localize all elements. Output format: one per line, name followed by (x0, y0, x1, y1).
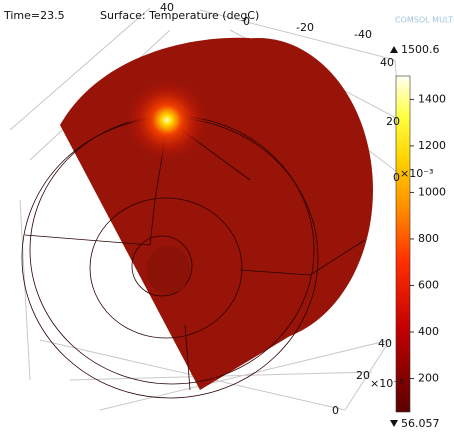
axis-tick-label: 0 (332, 404, 339, 417)
max-marker (390, 46, 398, 53)
axis-tick-label: -40 (354, 28, 372, 41)
time-label: Time=23.5 (3, 9, 65, 22)
color-tick-label: 600 (418, 278, 439, 291)
axis-tick-label: 20 (386, 115, 400, 128)
axis-tick-label: 20 (356, 369, 370, 382)
logo: COMSOL MULTIPHYSICS (395, 16, 454, 25)
axis-tick-label: 40 (378, 337, 392, 350)
axis-tick-label: 40 (160, 1, 174, 14)
expression-label: Surface: Temperature (degC) (100, 9, 259, 22)
hot-spot (125, 78, 209, 162)
cylinder (22, 38, 373, 398)
color-tick-label: 1400 (418, 92, 446, 105)
color-min: 56.057 (401, 417, 440, 430)
color-tick-label: 1200 (418, 139, 446, 152)
axis-tick-label: ×10⁻³ (400, 167, 433, 180)
axis-tick-label: ×10⁻³ (370, 377, 403, 390)
hole-inner (146, 246, 190, 294)
color-tick-label: 200 (418, 372, 439, 385)
surface-plot: Time=23.5 Surface: Temperature (degC) CO… (0, 0, 454, 434)
axis-tick-label: 40 (380, 56, 394, 69)
axis-tick-label: 0 (243, 15, 250, 28)
color-tick-label: 400 (418, 325, 439, 338)
color-tick-label: 800 (418, 232, 439, 245)
color-tick-label: 1000 (418, 185, 446, 198)
color-max: 1500.6 (401, 43, 440, 56)
axis-tick-label: -20 (296, 21, 314, 34)
axis-tick-label: 0 (393, 171, 400, 184)
min-marker (390, 420, 398, 427)
